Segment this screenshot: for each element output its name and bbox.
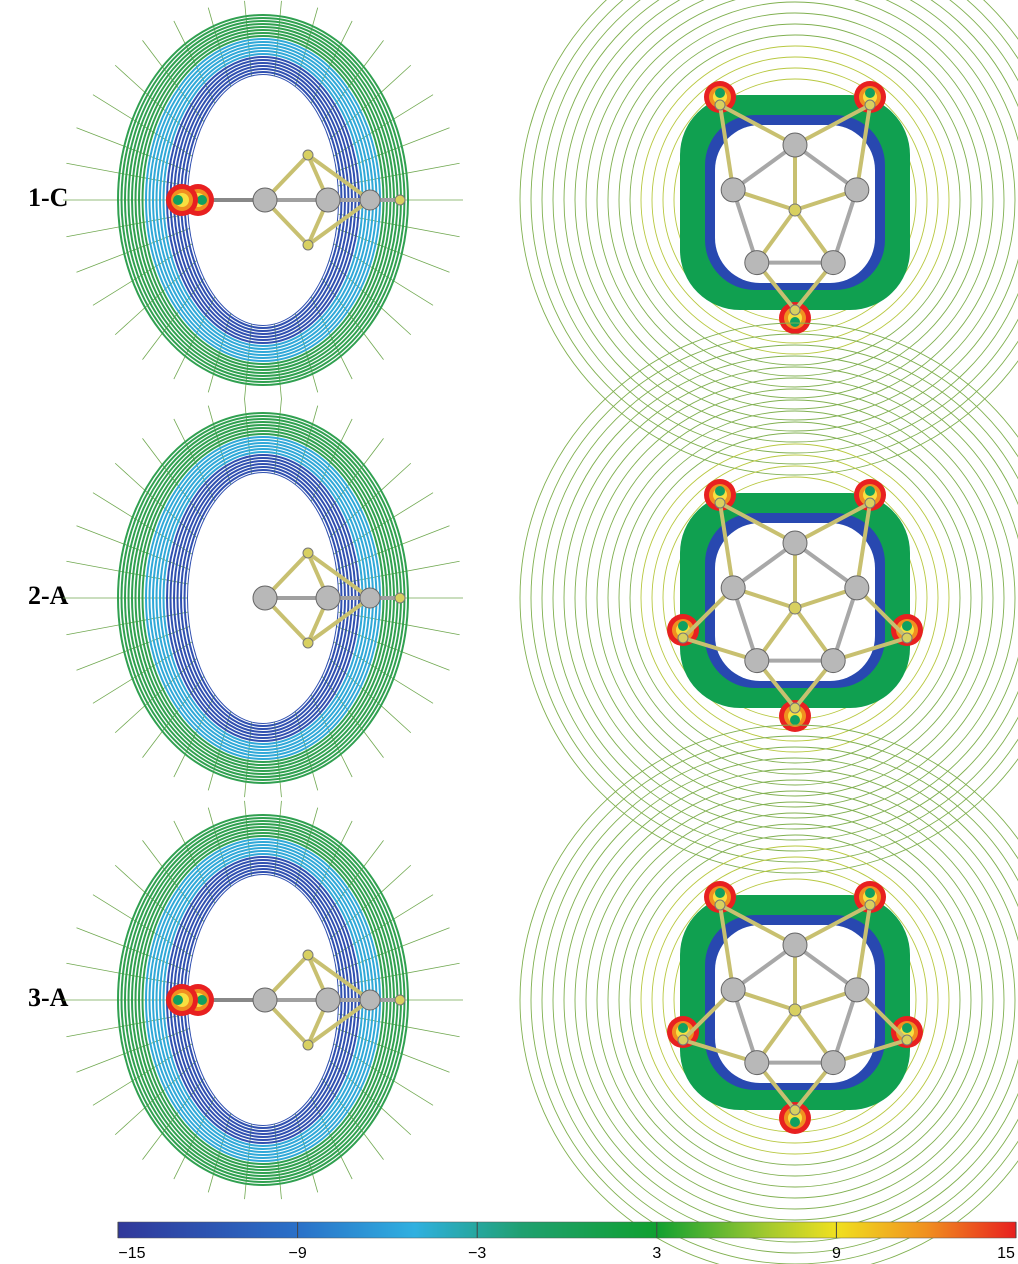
row-label: 2-A [28, 581, 69, 610]
atom [845, 576, 869, 600]
atom [316, 188, 340, 212]
atom-small [678, 633, 688, 643]
atom [745, 251, 769, 275]
atom [783, 933, 807, 957]
atom [721, 978, 745, 1002]
atom [721, 178, 745, 202]
atom-small [395, 195, 405, 205]
atom-small [303, 240, 313, 250]
atom-small [303, 638, 313, 648]
lobe-core [790, 317, 800, 327]
atom [721, 576, 745, 600]
atom [783, 133, 807, 157]
atom-small [715, 900, 725, 910]
atom [745, 649, 769, 673]
atom-small [865, 498, 875, 508]
lobe-core [865, 888, 875, 898]
colorbar-tick-label: 9 [832, 1245, 841, 1262]
atom [316, 586, 340, 610]
colorbar [118, 1222, 1016, 1238]
row-label: 3-A [28, 983, 69, 1012]
lobe-core [865, 486, 875, 496]
lobe-core [865, 88, 875, 98]
atom-small [395, 995, 405, 1005]
right-panel [520, 0, 1018, 475]
lobe-core [715, 486, 725, 496]
left-panel [63, 1, 463, 399]
colorbar-tick-label: 3 [652, 1245, 661, 1262]
atom-small [790, 1105, 800, 1115]
atom-small [303, 950, 313, 960]
atom [783, 531, 807, 555]
colorbar-tick-label: 15 [997, 1245, 1015, 1262]
lobe-core [173, 195, 183, 205]
colorbar-tick-label: −15 [118, 1245, 145, 1262]
colorbar-tick-label: −9 [288, 1245, 306, 1262]
atom [821, 251, 845, 275]
atom-small [790, 305, 800, 315]
atom [821, 1051, 845, 1075]
atom-small [303, 1040, 313, 1050]
right-panel [520, 725, 1018, 1264]
atom-small [789, 1004, 801, 1016]
lobe-core [790, 1117, 800, 1127]
atom [845, 978, 869, 1002]
atom-small [789, 602, 801, 614]
atom [745, 1051, 769, 1075]
left-panel [63, 399, 463, 797]
atom [821, 649, 845, 673]
lobe-core [197, 995, 207, 1005]
lobe-core [678, 1023, 688, 1033]
atom-small [789, 204, 801, 216]
lobe-core [715, 88, 725, 98]
atom [316, 988, 340, 1012]
atom-small [678, 1035, 688, 1045]
atom-small [715, 100, 725, 110]
lobe-core [678, 621, 688, 631]
left-panel [63, 801, 463, 1199]
row-label: 1-C [28, 183, 68, 212]
atom [360, 190, 380, 210]
atom [360, 990, 380, 1010]
atom-small [902, 1035, 912, 1045]
atom-small [303, 150, 313, 160]
lobe-core [790, 715, 800, 725]
lobe-core [715, 888, 725, 898]
atom [253, 988, 277, 1012]
atom [360, 588, 380, 608]
lobe-core [173, 995, 183, 1005]
figure: 1-C 2-A 3-A −15 −9 −3 3 9 15 [0, 0, 1018, 1264]
atom [253, 188, 277, 212]
lobe-core [197, 195, 207, 205]
atom-small [902, 633, 912, 643]
atom-small [715, 498, 725, 508]
atom-small [790, 703, 800, 713]
lobe-core [902, 1023, 912, 1033]
atom-small [865, 100, 875, 110]
colorbar-tick-label: −3 [468, 1245, 486, 1262]
atom-small [303, 548, 313, 558]
atom-small [395, 593, 405, 603]
lobe-core [902, 621, 912, 631]
atom [845, 178, 869, 202]
atom [253, 586, 277, 610]
atom-small [865, 900, 875, 910]
